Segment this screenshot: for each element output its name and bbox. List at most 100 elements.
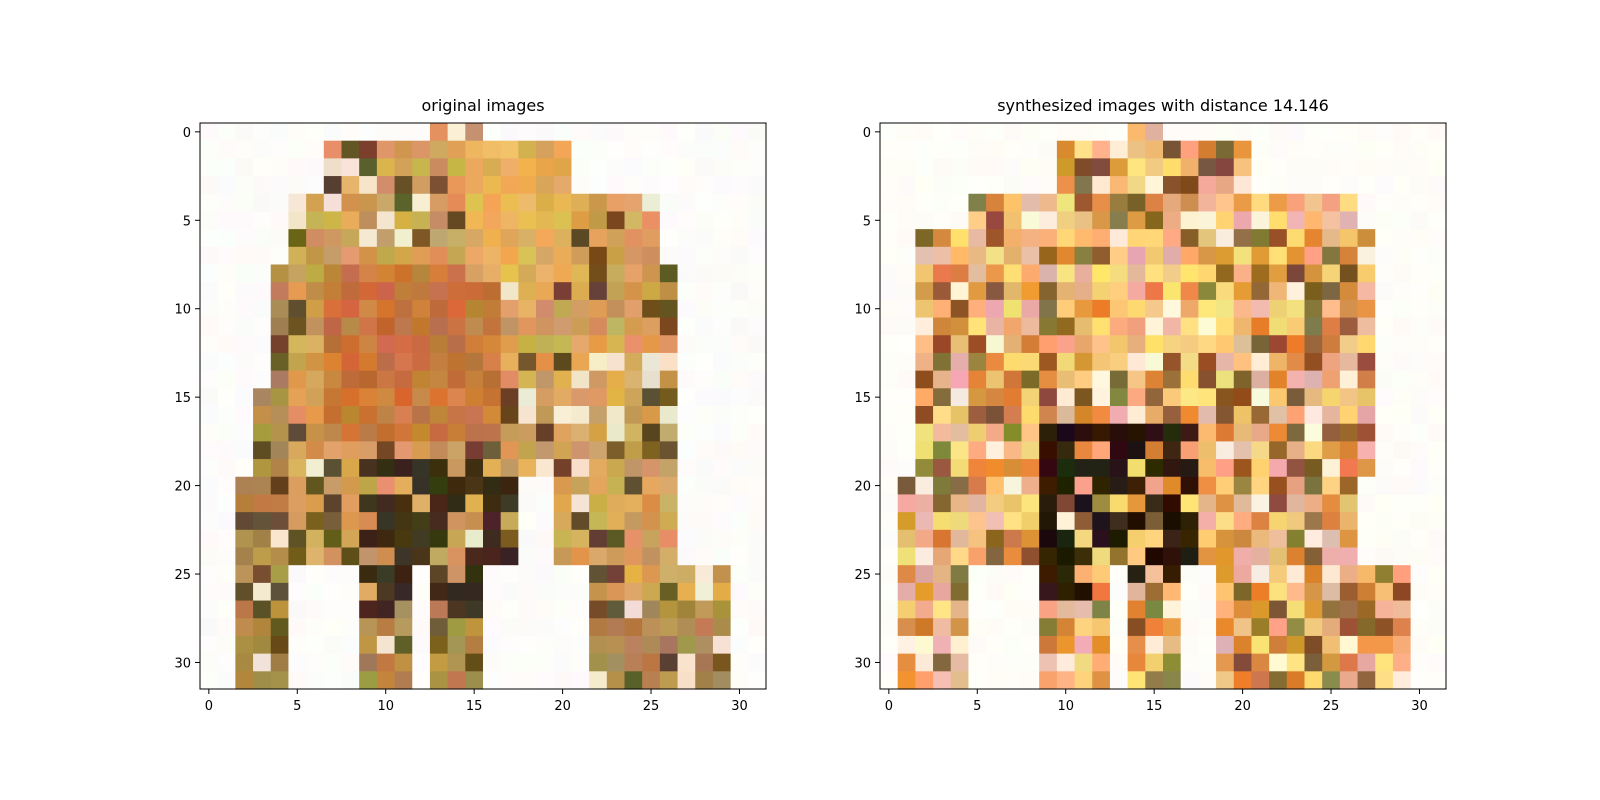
pixel-cell bbox=[1269, 494, 1288, 513]
pixel-cell bbox=[1145, 193, 1164, 213]
pixel-cell bbox=[536, 529, 555, 549]
pixel-cell bbox=[1163, 352, 1182, 372]
pixel-cell bbox=[915, 494, 934, 513]
pixel-cell bbox=[1109, 512, 1129, 531]
pixel-cell bbox=[1304, 140, 1323, 159]
pixel-cell bbox=[1339, 618, 1359, 637]
pixel-cell bbox=[235, 459, 254, 478]
pixel-cell bbox=[677, 176, 696, 195]
pixel-cell bbox=[341, 123, 360, 142]
pixel-cell bbox=[1304, 494, 1323, 513]
pixel-cell bbox=[412, 158, 431, 177]
pixel-cell bbox=[1127, 600, 1146, 619]
pixel-cell bbox=[624, 123, 643, 142]
pixel-cell bbox=[880, 370, 899, 389]
pixel-cell bbox=[1198, 282, 1217, 301]
pixel-cell bbox=[1392, 229, 1412, 248]
pixel-cell bbox=[253, 193, 272, 213]
pixel-cell bbox=[323, 635, 343, 655]
pixel-cell bbox=[1003, 352, 1023, 372]
pixel-cell bbox=[306, 229, 325, 248]
pixel-cell bbox=[1198, 176, 1217, 195]
pixel-cell bbox=[306, 264, 325, 283]
pixel-cell bbox=[677, 618, 696, 637]
pixel-cell bbox=[1269, 193, 1288, 213]
pixel-cell bbox=[1428, 229, 1447, 248]
pixel-cell bbox=[518, 423, 537, 442]
pixel-cell bbox=[323, 282, 343, 301]
pixel-cell bbox=[1145, 671, 1164, 690]
pixel-cell bbox=[1003, 246, 1023, 266]
pixel-cell bbox=[642, 494, 661, 513]
pixel-cell bbox=[394, 229, 413, 248]
pixel-cell bbox=[536, 246, 555, 266]
pixel-cell bbox=[1180, 476, 1199, 496]
pixel-cell bbox=[1233, 600, 1253, 619]
pixel-cell bbox=[447, 476, 466, 496]
pixel-cell bbox=[659, 423, 679, 442]
pixel-cell bbox=[359, 476, 378, 496]
pixel-cell bbox=[1357, 317, 1376, 336]
pixel-cell bbox=[500, 441, 519, 460]
pixel-cell bbox=[589, 246, 608, 266]
pixel-cell bbox=[1392, 459, 1412, 478]
pixel-cell bbox=[1357, 352, 1376, 372]
pixel-cell bbox=[1127, 423, 1146, 442]
pixel-cell bbox=[1269, 406, 1288, 425]
pixel-cell bbox=[1322, 547, 1341, 566]
pixel-cell bbox=[323, 123, 343, 142]
pixel-cell bbox=[1180, 317, 1199, 336]
pixel-cell bbox=[571, 317, 590, 336]
pixel-cell bbox=[217, 423, 236, 442]
pixel-cell bbox=[915, 123, 934, 142]
pixel-cell bbox=[1286, 459, 1306, 478]
pixel-cell bbox=[1322, 582, 1341, 602]
pixel-cell bbox=[306, 140, 325, 159]
pixel-cell bbox=[1127, 547, 1146, 566]
pixel-cell bbox=[748, 565, 767, 584]
pixel-cell bbox=[1357, 565, 1376, 584]
pixel-cell bbox=[933, 618, 952, 637]
pixel-cell bbox=[880, 565, 899, 584]
pixel-cell bbox=[968, 476, 987, 496]
pixel-cell bbox=[306, 459, 325, 478]
pixel-cell bbox=[642, 123, 661, 142]
pixel-cell bbox=[748, 123, 767, 142]
pixel-cell bbox=[880, 547, 899, 566]
pixel-cell bbox=[1180, 635, 1199, 655]
pixel-cell bbox=[553, 282, 573, 301]
pixel-cell bbox=[1180, 582, 1199, 602]
pixel-cell bbox=[376, 388, 396, 407]
pixel-cell bbox=[235, 671, 254, 690]
pixel-cell bbox=[1286, 618, 1306, 637]
pixel-cell bbox=[606, 459, 626, 478]
pixel-cell bbox=[536, 229, 555, 248]
pixel-cell bbox=[553, 476, 573, 496]
pixel-cell bbox=[270, 653, 290, 672]
pixel-cell bbox=[1074, 423, 1093, 442]
pixel-cell bbox=[1269, 635, 1288, 655]
pixel-cell bbox=[606, 653, 626, 672]
pixel-cell bbox=[536, 494, 555, 513]
pixel-cell bbox=[483, 193, 502, 213]
pixel-cell bbox=[1092, 441, 1111, 460]
pixel-cell bbox=[412, 529, 431, 549]
pixel-cell bbox=[880, 158, 899, 177]
pixel-cell bbox=[589, 370, 608, 389]
pixel-cell bbox=[1428, 158, 1447, 177]
pixel-cell bbox=[1198, 476, 1217, 496]
pixel-cell bbox=[1021, 423, 1040, 442]
pixel-cell bbox=[465, 494, 484, 513]
pixel-cell bbox=[933, 582, 952, 602]
pixel-cell bbox=[968, 671, 987, 690]
pixel-cell bbox=[1127, 406, 1146, 425]
pixel-cell bbox=[950, 512, 970, 531]
pixel-cell bbox=[483, 582, 502, 602]
pixel-cell bbox=[483, 299, 502, 319]
pixel-cell bbox=[306, 370, 325, 389]
pixel-cell bbox=[359, 441, 378, 460]
pixel-cell bbox=[217, 618, 236, 637]
pixel-cell bbox=[571, 459, 590, 478]
pixel-cell bbox=[1410, 370, 1429, 389]
